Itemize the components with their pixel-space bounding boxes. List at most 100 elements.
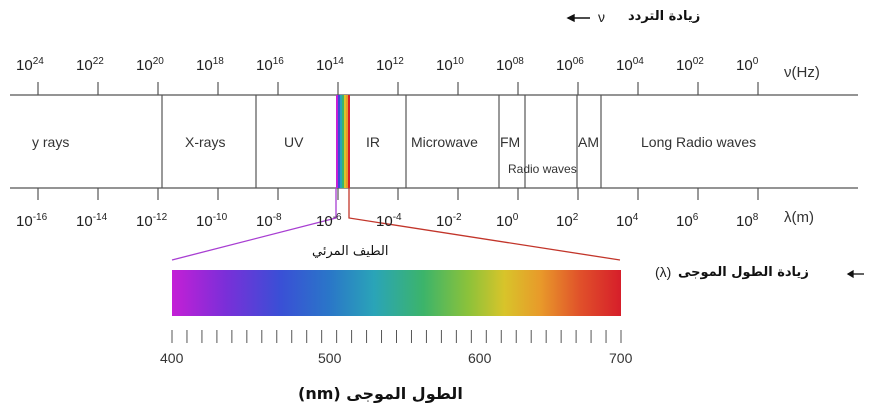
freq-symbol: ν — [598, 9, 605, 25]
wavelength-tick-base: 10 — [496, 213, 513, 230]
band-xrays: X-rays — [185, 134, 226, 150]
wavelength-tick-label: 10-12 — [136, 212, 167, 230]
frequency-tick-exponent: 10 — [452, 56, 464, 67]
wl-symbol: (λ) — [655, 264, 672, 280]
frequency-tick-base: 10 — [436, 57, 453, 74]
frequency-tick-label: 1004 — [616, 56, 644, 74]
scale-label-400: 400 — [160, 350, 184, 366]
wavelength-tick-base: 10 — [196, 213, 213, 230]
band-microwave: Microwave — [411, 134, 478, 150]
freq-arrow-icon — [566, 13, 590, 23]
frequency-ticks — [37, 82, 759, 95]
band-radio-waves: Radio waves — [508, 162, 577, 176]
frequency-tick-exponent: 12 — [392, 56, 404, 67]
frequency-tick-base: 10 — [376, 57, 393, 74]
scale-label-600: 600 — [468, 350, 492, 366]
frequency-tick-exponent: 18 — [212, 56, 224, 67]
frequency-tick-base: 10 — [496, 57, 513, 74]
frequency-tick-exponent: 06 — [572, 56, 584, 67]
freq-increase-label: زيادة التردد — [628, 9, 701, 24]
visible-band-stripe — [336, 95, 350, 188]
wavelength-tick-label: 100 — [496, 212, 518, 230]
wavelength-tick-exponent: -8 — [272, 212, 282, 223]
wavelength-tick-label: 104 — [616, 212, 638, 230]
frequency-tick-base: 10 — [616, 57, 633, 74]
wavelength-tick-label: 10-8 — [256, 212, 282, 230]
wl-arrow-icon — [846, 269, 864, 279]
frequency-tick-exponent: 22 — [92, 56, 104, 67]
wl-increase-label: زيادة الطول الموجى — [678, 265, 809, 280]
frequency-tick-exponent: 04 — [632, 56, 644, 67]
band-gamma: y rays — [32, 134, 70, 150]
frequency-tick-exponent: 20 — [152, 56, 164, 67]
band-am: AM — [578, 134, 599, 150]
wavelength-tick-base: 10 — [136, 213, 153, 230]
wavelength-tick-base: 10 — [16, 213, 33, 230]
wavelength-tick-exponent: 8 — [752, 212, 759, 223]
wavelength-tick-exponent: -4 — [392, 212, 402, 223]
band-uv: UV — [284, 134, 304, 150]
wavelength-tick-label: 106 — [676, 212, 698, 230]
band-fm: FM — [500, 134, 521, 150]
wavelength-tick-exponent: -14 — [92, 212, 108, 223]
frequency-tick-label: 1018 — [196, 56, 224, 74]
scale-label-500: 500 — [318, 350, 342, 366]
frequency-tick-exponent: 16 — [272, 56, 284, 67]
frequency-tick-base: 10 — [736, 57, 753, 74]
frequency-tick-exponent: 0 — [752, 56, 759, 67]
wavelength-tick-exponent: -2 — [452, 212, 462, 223]
scale-label-700: 700 — [609, 350, 633, 366]
wavelength-ticks — [37, 188, 759, 200]
zoom-lines — [171, 188, 621, 261]
wavelength-tick-base: 10 — [676, 213, 693, 230]
wavelength-tick-exponent: 6 — [692, 212, 699, 223]
visible-axis-title: (nm) الطول الموجى — [298, 384, 463, 403]
wavelength-tick-label: 10-16 — [16, 212, 47, 230]
frequency-tick-label: 1008 — [496, 56, 524, 74]
frequency-tick-label: 1014 — [316, 56, 344, 74]
frequency-tick-exponent: 14 — [332, 56, 344, 67]
wavelength-tick-exponent: 2 — [572, 212, 579, 223]
band-long-radio: Long Radio waves — [641, 134, 757, 150]
wavelength-tick-label: 10-14 — [76, 212, 107, 230]
frequency-tick-label: 1020 — [136, 56, 164, 74]
wavelength-tick-base: 10 — [736, 213, 753, 230]
wavelength-tick-exponent: -12 — [152, 212, 168, 223]
wavelength-tick-label: 10-10 — [196, 212, 227, 230]
wavelength-tick-label: 10-2 — [436, 212, 462, 230]
frequency-tick-label: 100 — [736, 56, 758, 74]
frequency-tick-exponent: 08 — [512, 56, 524, 67]
wavelength-tick-exponent: 4 — [632, 212, 639, 223]
wavelength-axis-unit: λ(m) — [784, 209, 814, 226]
visible-gradient-bar — [172, 270, 621, 316]
wavelength-tick-base: 10 — [436, 213, 453, 230]
frequency-tick-base: 10 — [556, 57, 573, 74]
visible-scale — [171, 329, 622, 344]
frequency-axis-unit: ν(Hz) — [784, 64, 820, 81]
spectrum-strip — [10, 94, 858, 189]
wavelength-tick-base: 10 — [616, 213, 633, 230]
frequency-tick-label: 1022 — [76, 56, 104, 74]
wavelength-tick-base: 10 — [556, 213, 573, 230]
frequency-tick-base: 10 — [676, 57, 693, 74]
visible-spectrum-label: الطيف المرئي — [312, 244, 389, 259]
frequency-tick-label: 1010 — [436, 56, 464, 74]
frequency-tick-exponent: 24 — [32, 56, 44, 67]
frequency-tick-label: 1012 — [376, 56, 404, 74]
wavelength-tick-label: 10-4 — [376, 212, 402, 230]
band-dividers — [161, 95, 602, 188]
wavelength-tick-label: 102 — [556, 212, 578, 230]
frequency-tick-base: 10 — [16, 57, 33, 74]
wavelength-tick-label: 10-6 — [316, 212, 342, 230]
frequency-tick-label: 1006 — [556, 56, 584, 74]
wavelength-tick-exponent: -6 — [332, 212, 342, 223]
wavelength-tick-exponent: -16 — [32, 212, 48, 223]
frequency-tick-label: 1024 — [16, 56, 44, 74]
frequency-tick-base: 10 — [256, 57, 273, 74]
wavelength-tick-base: 10 — [76, 213, 93, 230]
band-ir: IR — [366, 134, 380, 150]
wavelength-tick-base: 10 — [256, 213, 273, 230]
wavelength-tick-label: 108 — [736, 212, 758, 230]
wavelength-tick-base: 10 — [316, 213, 333, 230]
